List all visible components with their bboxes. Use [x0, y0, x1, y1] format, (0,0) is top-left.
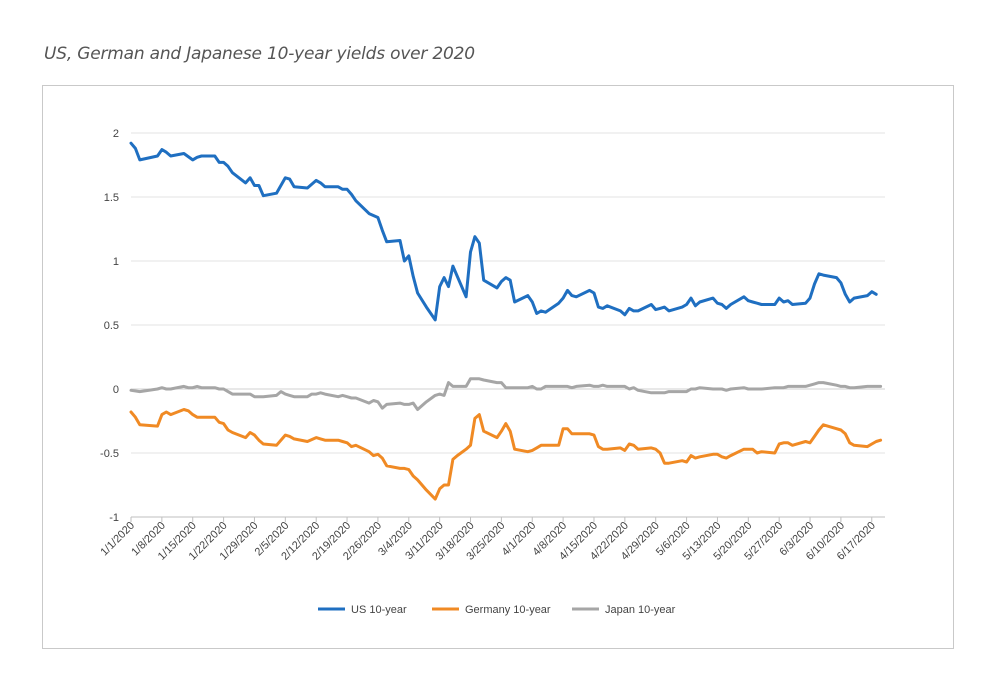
chart-title: US, German and Japanese 10-year yields o…	[44, 44, 475, 64]
y-axis-ticks: 2 1.5 1 0.5 0 -0.5 -1	[100, 128, 119, 524]
series-line	[129, 408, 883, 501]
y-tick-label: 2	[113, 128, 119, 140]
series-lines	[129, 141, 883, 501]
y-tick-label: 0.5	[104, 320, 119, 332]
gridlines	[131, 132, 885, 454]
x-axis-ticks: 1/1/20201/8/20201/15/20201/22/20201/29/2…	[98, 517, 878, 563]
y-tick-label: 0	[113, 384, 119, 396]
chart-frame	[42, 85, 954, 649]
y-tick-label: 1.5	[104, 192, 119, 204]
y-tick-label: 1	[113, 256, 119, 268]
series-line	[129, 377, 883, 411]
legend-label: US 10-year	[351, 604, 407, 616]
legend: US 10-year Germany 10-year Japan 10-year	[318, 604, 676, 616]
y-tick-label: -1	[109, 512, 119, 524]
series-line	[129, 141, 878, 322]
y-tick-label: -0.5	[100, 448, 119, 460]
legend-label: Japan 10-year	[605, 604, 676, 616]
legend-label: Germany 10-year	[465, 604, 551, 616]
